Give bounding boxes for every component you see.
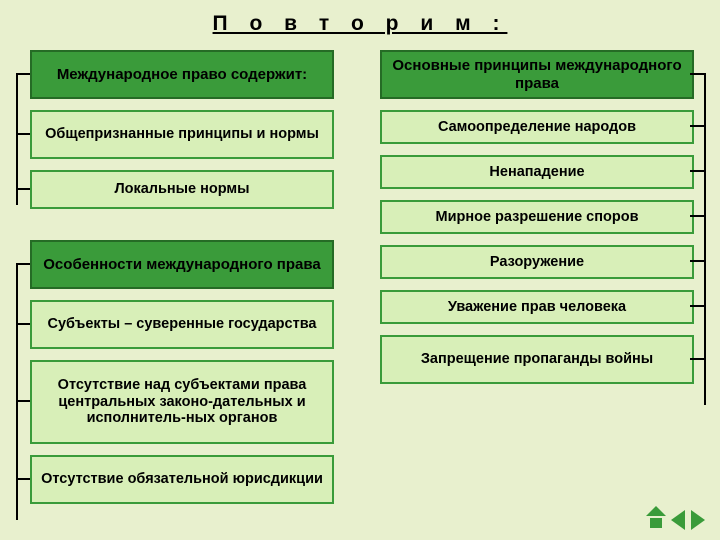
diagram-node: Уважение прав человека bbox=[380, 290, 694, 324]
connector bbox=[690, 215, 704, 217]
connector bbox=[690, 170, 704, 172]
diagram-node: Отсутствие обязательной юрисдикции bbox=[30, 455, 334, 504]
back-icon[interactable] bbox=[671, 510, 685, 530]
connector bbox=[690, 260, 704, 262]
page-title: П о в т о р и м : bbox=[0, 12, 720, 36]
diagram-node: Мирное разрешение споров bbox=[380, 200, 694, 234]
section-header: Международное право содержит: bbox=[30, 50, 334, 99]
connector bbox=[704, 73, 706, 406]
diagram-node: Разоружение bbox=[380, 245, 694, 279]
connector bbox=[16, 263, 30, 265]
diagram-node: Субъекты – суверенные государства bbox=[30, 300, 334, 349]
diagram-node: Самоопределение народов bbox=[380, 110, 694, 144]
diagram-node: Отсутствие над субъектами права централь… bbox=[30, 360, 334, 444]
section-header: Основные принципы международного права bbox=[380, 50, 694, 99]
connector bbox=[16, 323, 30, 325]
forward-icon[interactable] bbox=[691, 510, 705, 530]
diagram-node: Ненападение bbox=[380, 155, 694, 189]
connector bbox=[16, 73, 30, 75]
connector bbox=[16, 400, 30, 402]
connector bbox=[690, 73, 704, 75]
diagram-node: Общепризнанные принципы и нормы bbox=[30, 110, 334, 159]
connector bbox=[690, 125, 704, 127]
diagram-node: Запрещение пропаганды войны bbox=[380, 335, 694, 384]
connector bbox=[16, 133, 30, 135]
home-icon[interactable] bbox=[647, 510, 665, 528]
connector bbox=[16, 73, 18, 206]
section-header: Особенности международного права bbox=[30, 240, 334, 289]
connector bbox=[690, 305, 704, 307]
connector bbox=[16, 188, 30, 190]
connector bbox=[690, 358, 704, 360]
diagram-node: Локальные нормы bbox=[30, 170, 334, 209]
navigation-controls bbox=[647, 510, 705, 530]
connector bbox=[16, 263, 18, 521]
connector bbox=[16, 478, 30, 480]
